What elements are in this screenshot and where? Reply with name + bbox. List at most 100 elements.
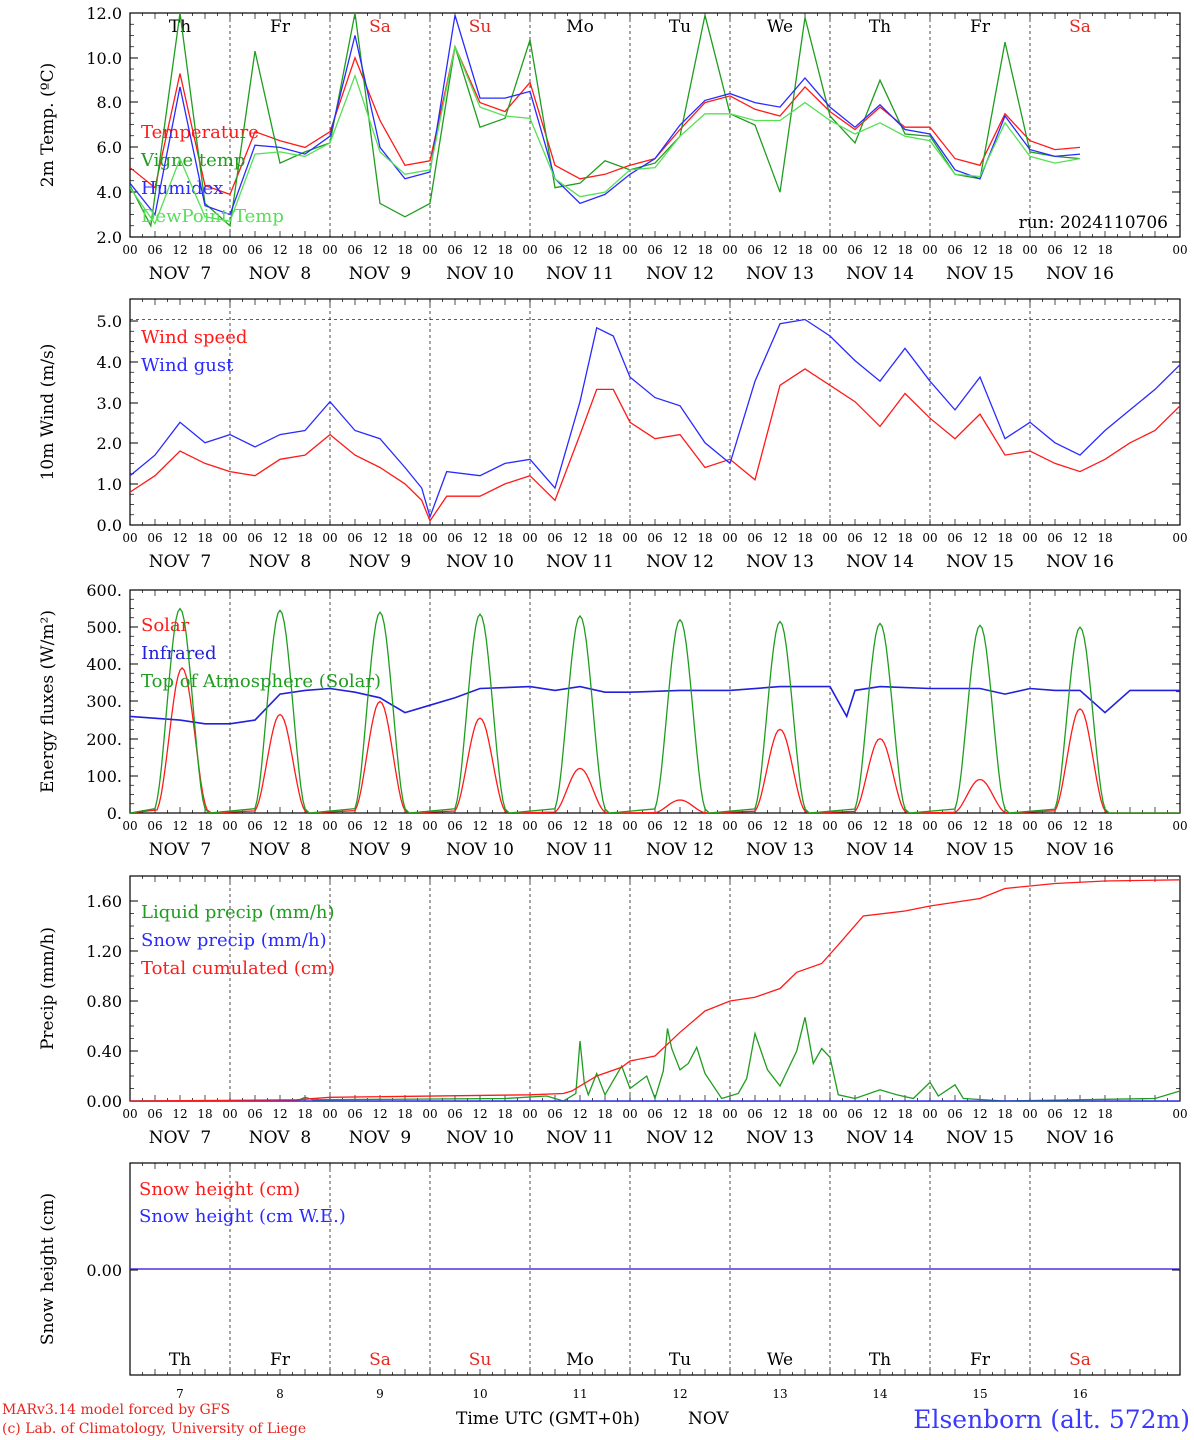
weekday-label: Sa [369,17,391,37]
day-label: NOV 15 [946,552,1014,572]
hour-tick-label: 18 [597,819,612,833]
day-label: NOV 8 [249,1128,311,1148]
y-tick-label: 400. [86,655,122,674]
hour-tick-label: 06 [247,1107,262,1121]
hour-tick-label: 18 [197,243,212,257]
day-label: NOV 16 [1046,840,1114,860]
hour-tick-label: 00 [922,243,937,257]
weekday-label: Tu [669,1350,691,1370]
day-label: NOV 9 [349,1128,411,1148]
hour-tick-label: 12 [1072,1107,1087,1121]
hour-tick-label: 12 [672,243,687,257]
hour-tick-label: 12 [272,1107,287,1121]
hour-tick-label: 12 [572,819,587,833]
hour-tick-label: 12 [672,819,687,833]
hour-tick-label: 06 [347,531,362,545]
hour-tick-label: 00 [522,1107,537,1121]
y-tick-label: 0.00 [86,1092,122,1111]
day-label: NOV 13 [746,840,814,860]
day-label: NOV 7 [149,1128,211,1148]
copyright-credit: (c) Lab. of Climatology, University of L… [2,1421,306,1437]
y-tick-label: 1.20 [86,942,122,961]
hour-tick-label: 06 [247,243,262,257]
day-label: NOV 9 [349,840,411,860]
hour-tick-label: 18 [1097,531,1112,545]
hour-tick-label: 12 [172,531,187,545]
hour-tick-label: 00 [622,1107,637,1121]
hour-tick-label: 12 [872,243,887,257]
hour-tick-label: 00 [622,531,637,545]
hour-tick-label: 00 [722,531,737,545]
hour-tick-label: 12 [272,531,287,545]
legend-entry: Infrared [141,643,216,664]
hour-tick-label: 18 [997,1107,1012,1121]
hour-tick-label: 00 [822,819,837,833]
day-label: NOV 14 [846,552,914,572]
y-tick-label: 600. [86,581,122,600]
hour-tick-label: 12 [672,531,687,545]
legend-entry: Wind gust [141,355,234,376]
hour-tick-label: 12 [972,1107,987,1121]
y-axis-label: Precip (mm/h) [38,927,58,1050]
series-line-infrared [130,685,1180,725]
day-label: NOV 12 [646,552,714,572]
legend-entry: Wind speed [141,327,247,348]
panel-3: 0. 100. 200. 300. 400. 500. 600. Energy fluxes … [38,581,1188,860]
hour-tick-label: 00 [422,819,437,833]
hour-tick-label: 00 [322,531,337,545]
day-label: NOV 13 [746,552,814,572]
hour-tick-label: 18 [497,1107,512,1121]
weekday-label: We [767,1350,793,1370]
day-label: NOV 12 [646,1128,714,1148]
hour-tick-label: 18 [297,819,312,833]
series-line-top-of-atmosphere-solar [130,607,1180,813]
hour-tick-label: 06 [747,531,762,545]
hour-tick-label: 00 [322,1107,337,1121]
hour-tick-label: 12 [772,243,787,257]
hour-tick-label: 12 [1072,531,1087,545]
hour-tick-label: 06 [647,243,662,257]
y-axis-label: Energy fluxes (W/m²) [38,610,58,793]
weekday-label: Sa [1069,17,1091,37]
series-line-wind-speed [130,368,1180,523]
hour-tick-label: 18 [897,531,912,545]
hour-tick-label: 06 [347,819,362,833]
hour-tick-label: 18 [797,531,812,545]
hour-tick-label: 06 [847,1107,862,1121]
hour-tick-label: 18 [897,243,912,257]
series-line-vigne-temp [130,13,1081,228]
y-tick-label: 0. [107,804,122,823]
day-label: NOV 15 [946,840,1014,860]
y-tick-label: 4.0 [97,353,122,372]
y-tick-label: 6.0 [97,138,122,157]
hour-tick-label: 12 [372,531,387,545]
hour-tick-label: 06 [247,531,262,545]
hour-tick-label: 12 [372,819,387,833]
hour-tick-label: 12 [372,1107,387,1121]
day-number-label: 14 [872,1387,888,1401]
weekday-label: Th [169,17,191,37]
hour-tick-label: 00 [722,243,737,257]
hour-tick-label: 06 [447,243,462,257]
y-tick-label: 200. [86,730,122,749]
hour-tick-label: 18 [697,1107,712,1121]
hour-tick-label: 12 [472,243,487,257]
legend-entry: Snow height (cm W.E.) [139,1206,346,1227]
y-tick-label: 2.0 [97,228,122,247]
y-tick-label: 0.00 [86,1261,122,1280]
hour-tick-label: 06 [547,819,562,833]
hour-tick-label: 00 [1172,1107,1187,1121]
hour-tick-label: 00 [122,531,137,545]
weekday-label: Mo [566,1350,594,1370]
panel-2: 0.0 1.0 2.0 3.0 4.0 5.0 10m Wind (m/s) 00 06 12 18… [38,298,1188,572]
hour-tick-label: 18 [1097,1107,1112,1121]
day-label: NOV 11 [546,264,614,284]
hour-tick-label: 18 [797,243,812,257]
hour-tick-label: 00 [1022,531,1037,545]
hour-tick-label: 06 [147,243,162,257]
hour-tick-label: 12 [972,243,987,257]
hour-tick-label: 00 [122,819,137,833]
hour-tick-label: 18 [297,531,312,545]
hour-tick-label: 06 [1047,243,1062,257]
hour-tick-label: 00 [222,819,237,833]
